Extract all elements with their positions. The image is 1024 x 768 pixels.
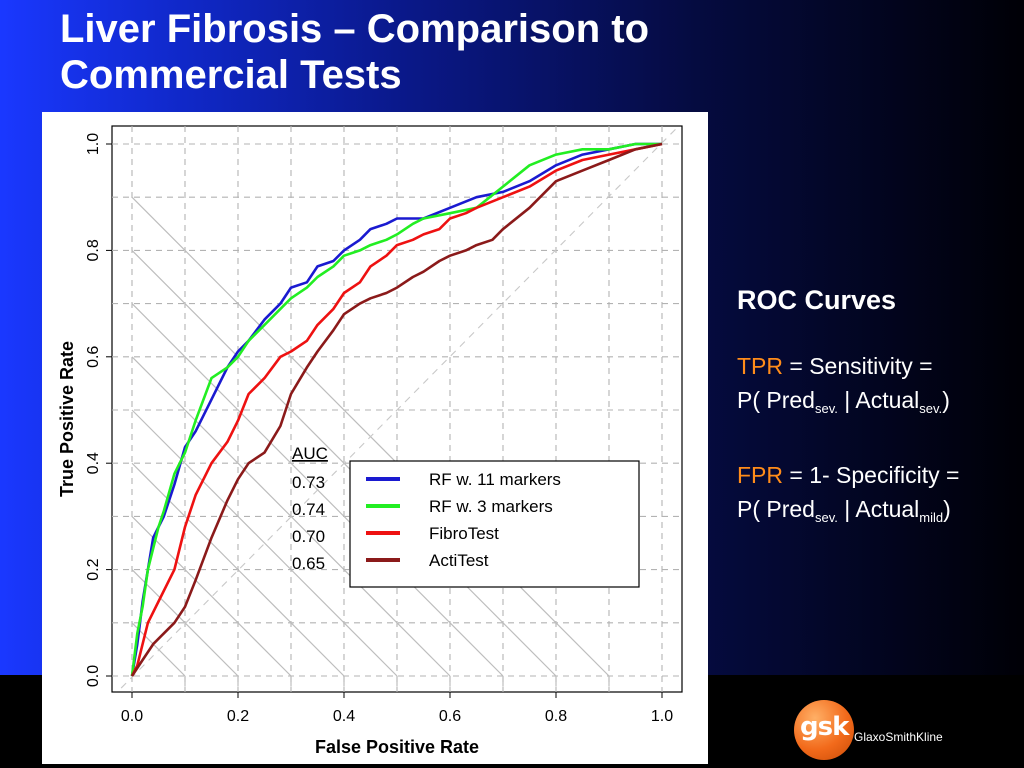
roc-curve-2	[130, 142, 662, 677]
y-axis-label: True Positive Rate	[57, 341, 77, 497]
fpr-sub-2: mild	[919, 510, 944, 525]
tpr-def: = Sensitivity =	[783, 353, 933, 379]
tpr-formula-a: P( Pred	[737, 387, 815, 413]
y-tick-label: 0.6	[85, 346, 102, 368]
auc-value: 0.73	[292, 473, 325, 492]
iso-line	[131, 569, 239, 677]
iso-line	[131, 622, 186, 677]
fpr-def: = 1- Specificity =	[783, 462, 960, 488]
roc-chart: 0.0 0.2 0.4 0.6 0.8 1.0 0.0 0.2 0.4 0.6 0.8 1.0 Fals…	[42, 112, 708, 764]
roc-curve-3	[130, 142, 663, 677]
legend-label: RF w. 3 markers	[429, 497, 553, 516]
plot-frame	[111, 125, 683, 693]
fpr-definition: FPR = 1- Specificity =	[737, 458, 1024, 492]
legend-label: ActiTest	[429, 551, 489, 570]
roc-heading: ROC Curves	[737, 285, 897, 315]
y-tick-label: 1.0	[85, 133, 102, 155]
legend-box	[349, 460, 640, 588]
auc-value: 0.65	[292, 554, 325, 573]
tpr-definition: TPR = Sensitivity =	[737, 349, 1024, 383]
roc-chart-svg: 0.0 0.2 0.4 0.6 0.8 1.0 0.0 0.2 0.4 0.6 0.8 1.0 Fals…	[57, 125, 683, 757]
gsk-logo-name: GlaxoSmithKline	[854, 730, 943, 744]
x-tick-label: 1.0	[651, 708, 673, 725]
tpr-formula-b: | Actual	[837, 387, 920, 413]
x-tick-label: 0.8	[545, 708, 567, 725]
x-tick-label: 0.4	[333, 708, 355, 725]
legend-label: RF w. 11 markers	[429, 470, 561, 489]
fpr-formula-b: | Actual	[837, 496, 920, 522]
x-tick-label: 0.2	[227, 708, 249, 725]
title-line-2: Commercial Tests	[60, 53, 402, 97]
iso-line	[131, 409, 398, 677]
auc-value: 0.74	[292, 500, 325, 519]
y-tick-label: 0.4	[85, 452, 102, 474]
tpr-sub-1: sev.	[814, 401, 838, 416]
fpr-formula-a: P( Pred	[737, 496, 815, 522]
y-tick-label: 0.0	[85, 665, 102, 687]
page-title: Liver Fibrosis – Comparison to Commercia…	[60, 6, 760, 98]
legend-label: FibroTest	[429, 524, 499, 543]
y-tick-label: 0.8	[85, 239, 102, 261]
iso-line	[131, 515, 292, 677]
roc-definitions: ROC Curves TPR = Sensitivity = P( Predse…	[737, 283, 1024, 535]
x-axis-label: False Positive Rate	[315, 737, 479, 757]
tpr-formula-c: )	[942, 387, 950, 413]
y-tick-label: 0.2	[85, 558, 102, 580]
tpr-sub-2: sev.	[919, 401, 943, 416]
roc-curve-4	[130, 142, 663, 677]
fpr-sub-1: sev.	[814, 510, 838, 525]
diagonal-reference-line	[116, 126, 680, 692]
tpr-key: TPR	[737, 353, 783, 379]
x-tick-label: 0.0	[121, 708, 143, 725]
fpr-key: FPR	[737, 462, 783, 488]
fpr-formula-c: )	[943, 496, 951, 522]
x-tick-label: 0.6	[439, 708, 461, 725]
grid	[112, 126, 682, 692]
iso-lines	[131, 196, 610, 687]
gsk-logo: gsk GlaxoSmithKline	[794, 700, 1014, 760]
gsk-logo-icon	[794, 700, 854, 760]
title-line-1: Liver Fibrosis – Comparison to	[60, 7, 650, 51]
gsk-logo-mark: gsk	[800, 712, 849, 742]
fpr-formula: P( Predsev. | Actualmild)	[737, 492, 1024, 535]
auc-header: AUC	[292, 444, 328, 463]
auc-value: 0.70	[292, 527, 325, 546]
iso-line	[131, 356, 451, 677]
tpr-formula: P( Predsev. | Actualsev.)	[737, 383, 1024, 426]
